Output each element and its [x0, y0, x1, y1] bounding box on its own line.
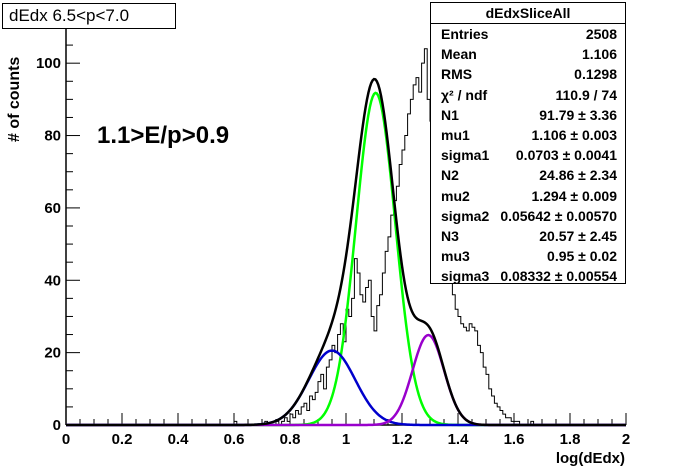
x-axis-label: log(dEdx): [555, 450, 625, 467]
stats-value: 0.0703 ± 0.0041: [515, 147, 617, 164]
y-tick-label: 60: [44, 200, 61, 217]
stats-value: 1.106 ± 0.003: [531, 126, 617, 143]
stats-value: 110.9 / 74: [555, 86, 617, 103]
stats-row: sigma1 0.0703 ± 0.0041: [431, 145, 625, 165]
stats-key: RMS: [441, 66, 473, 83]
stats-value: 0.05642 ± 0.00570: [500, 207, 617, 224]
stats-value: 1.294 ± 0.009: [531, 187, 617, 204]
x-tick-label: 0.2: [112, 431, 133, 448]
annotation-text: 1.1>E/p>0.9: [97, 122, 230, 149]
stats-row: mu1 1.106 ± 0.003: [431, 125, 625, 145]
stats-value: 24.86 ± 2.34: [539, 167, 617, 184]
stats-title: dEdxSliceAll: [431, 3, 625, 24]
stats-row: mu3 0.95 ± 0.02: [431, 246, 625, 266]
stats-value: 91.79 ± 3.36: [539, 106, 617, 123]
stats-key: N1: [441, 106, 459, 123]
stats-box: dEdxSliceAll Entries 2508 Mean 1.106 RMS 0.12…: [430, 2, 626, 284]
x-tick-label: 2: [622, 431, 630, 448]
x-tick-label: 0.8: [280, 431, 301, 448]
stats-row: N1 91.79 ± 3.36: [431, 105, 625, 125]
y-tick-label: 40: [44, 272, 61, 289]
y-tick-label: 80: [44, 128, 61, 145]
y-tick-label: 20: [44, 345, 61, 362]
x-tick-label: 0: [62, 431, 70, 448]
total-fit-curve: [66, 77, 626, 427]
histogram-series: [233, 48, 542, 426]
stats-row: Mean 1.106: [431, 44, 625, 64]
stats-key: mu3: [441, 248, 470, 265]
stats-row: Entries 2508: [431, 24, 625, 44]
y-tick-label: 0: [53, 417, 61, 434]
stats-row: χ² / ndf 110.9 / 74: [431, 85, 625, 105]
gaussian-curve-3: [66, 333, 626, 427]
stats-key: N2: [441, 167, 459, 184]
chart-title: dEdx 6.5<p<7.0: [2, 3, 176, 29]
x-tick-label: 1: [342, 431, 350, 448]
stats-value: 1.106: [581, 46, 617, 63]
stats-row: N2 24.86 ± 2.34: [431, 165, 625, 185]
x-tick-label: 0.6: [224, 431, 245, 448]
stats-value: 2508: [585, 26, 617, 42]
stats-key: mu1: [441, 126, 470, 143]
stats-key: mu2: [441, 187, 470, 204]
stats-value: 0.08332 ± 0.00554: [500, 268, 617, 285]
x-tick-label: 1.6: [504, 431, 525, 448]
stats-row: sigma2 0.05642 ± 0.00570: [431, 206, 625, 226]
stats-value: 0.1298: [574, 66, 617, 83]
stats-row: mu2 1.294 ± 0.009: [431, 186, 625, 206]
stats-value: 20.57 ± 2.45: [539, 227, 617, 244]
stats-key: Entries: [441, 26, 489, 42]
curve-group: [66, 77, 626, 427]
stats-row: N3 20.57 ± 2.45: [431, 226, 625, 246]
x-tick-label: 1.2: [392, 431, 413, 448]
stats-row: RMS 0.1298: [431, 64, 625, 84]
stats-rows: Entries 2508 Mean 1.106 RMS 0.1298 χ² / ndf 110…: [431, 24, 625, 286]
x-tick-label: 0.4: [168, 431, 190, 448]
stats-key: χ² / ndf: [441, 86, 488, 103]
stats-value: 0.95 ± 0.02: [547, 248, 617, 265]
stats-key: sigma3: [441, 268, 490, 285]
stats-key: Mean: [441, 46, 477, 63]
y-tick-label: 100: [36, 55, 61, 72]
x-tick-label: 1.4: [448, 431, 470, 448]
stats-row: sigma3 0.08332 ± 0.00554: [431, 266, 625, 286]
x-tick-label: 1.8: [560, 431, 581, 448]
stats-key: sigma2: [441, 207, 490, 224]
stats-key: N3: [441, 227, 459, 244]
stats-key: sigma1: [441, 147, 490, 164]
y-axis-label: # of counts: [6, 56, 23, 142]
